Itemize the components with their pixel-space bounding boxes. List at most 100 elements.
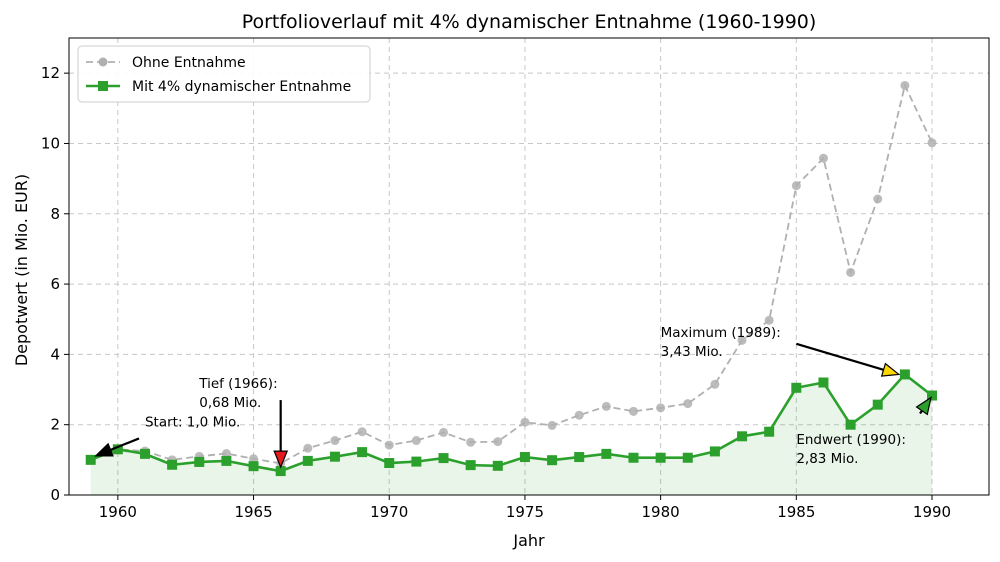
series-1-point [873,194,883,204]
annotation-maximum: Maximum (1989): 3,43 Mio. [661,325,781,360]
legend-label: Ohne Entnahme [132,55,246,71]
annotation-tief: Tief (1966): 0,68 Mio. [198,376,277,411]
series-1-point [493,437,503,447]
series-2-point [221,455,232,466]
y-axis-label: Depotwert (in Mio. EUR) [12,174,31,366]
axis-ticks: 1960 1965 1970 1975 1980 1985 1990 0 2 4 6 8 10 12 [41,64,951,521]
series-2-point [872,399,883,410]
annotation-tief-line: Tief (1966): [198,376,277,392]
legend: Ohne Entnahme Mit 4% dynamischer Entnahme [77,45,371,103]
series-2-point [492,460,503,471]
series-1-point [574,410,584,420]
y-tick-label: 0 [50,486,60,504]
series-2-point [709,446,720,457]
series-1-point [411,436,421,446]
series-1-point [330,436,340,446]
legend-swatch-marker [98,57,108,67]
annotation-maximum-line: 3,43 Mio. [661,344,723,360]
series-1-point [900,80,910,90]
annotation-tief-line: 0,68 Mio. [199,395,261,411]
series-1-point [357,427,367,437]
chart-title: Portfolioverlauf mit 4% dynamischer Entn… [242,11,817,33]
annotation-maximum-line: Maximum (1989): [661,325,781,341]
series-1-point [520,417,530,427]
series-1-point [439,427,449,437]
grid [69,38,989,496]
annotation-endwert-line: 2,83 Mio. [796,451,858,467]
y-tick-label: 12 [41,64,60,82]
series-1-point [846,267,856,277]
annotation-start-arrow-head [94,442,114,457]
series-1-point [656,403,666,413]
x-tick-label: 1985 [777,503,815,521]
y-tick-label: 2 [50,416,60,434]
x-tick-label: 1970 [370,503,408,521]
series-2-point [329,451,340,462]
series-1-point [221,449,231,459]
legend-box [77,45,371,103]
series-2-point [927,390,938,401]
series-1-point [466,437,476,447]
series-2-point [411,456,422,467]
series-1-point [791,181,801,191]
series-2-point [139,448,150,459]
series-2-point [85,454,96,465]
annotation-start-line: Start: 1,0 Mio. [145,414,240,430]
series-2-point [167,459,178,470]
series-2-point [547,455,558,466]
series-2-point [574,452,585,463]
series-1-point [818,153,828,163]
series-1-point [547,420,557,430]
series-2-point [655,452,666,463]
x-tick-label: 1960 [99,503,137,521]
series-2-point [275,466,286,477]
series-2-point [384,458,395,469]
area-under-withdrawal-series [90,374,933,495]
y-tick-label: 4 [50,345,60,363]
legend-swatch-marker [98,81,108,91]
x-tick-label: 1980 [642,503,680,521]
annotation-endwert-arrow-head [915,396,932,416]
series-1-point [683,399,693,409]
annotation-start-arrow-shaft [110,437,140,451]
series-2-point [601,448,612,459]
series-2-point [357,447,368,458]
series-1-point [601,401,611,411]
series-2-point [682,452,693,463]
series-2-point [194,456,205,467]
series-2-point [465,460,476,471]
series-2-point [899,369,910,380]
x-axis-label: Jahr [512,531,545,550]
series-2-point [845,419,856,430]
x-tick-label: 1990 [913,503,951,521]
series-1-point [710,379,720,389]
series-2-point [791,382,802,393]
area-fill [90,374,933,495]
series-1-point [737,335,747,345]
y-tick-label: 10 [41,134,60,152]
series-2-point [737,431,748,442]
x-tick-label: 1965 [234,503,272,521]
series-1-point [249,454,259,464]
annotation-maximum-arrow-shaft [796,342,884,371]
series-layer [85,80,938,477]
annotation-start: Start: 1,0 Mio. [145,414,240,430]
x-tick-label: 1975 [506,503,544,521]
plot-frame [68,37,990,496]
y-tick-label: 6 [50,275,60,293]
series-1-point [384,440,394,450]
annotations: Start: 1,0 Mio. Tief (1966): 0,68 Mio. Maxi… [94,325,932,469]
series-2-point [818,377,829,388]
series-line-1 [90,82,933,465]
series-2-point [519,452,530,463]
series-1-point [303,443,313,453]
series-1-point [927,138,937,148]
series-2-point [628,452,639,463]
annotation-maximum-arrow-head [880,362,901,377]
annotation-tief-arrow-head [273,450,289,469]
series-2-point [438,453,449,464]
series-2-point [248,461,259,472]
annotation-endwert: Endwert (1990): 2,83 Mio. [796,432,906,467]
series-2-point [112,444,123,455]
